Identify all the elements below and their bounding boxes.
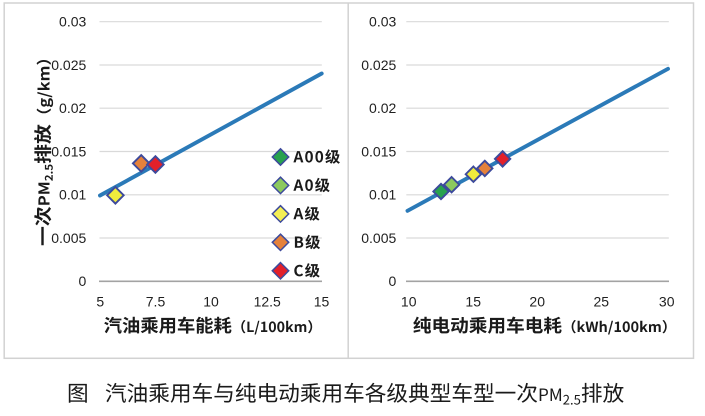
svg-text:0.01: 0.01 xyxy=(369,187,396,203)
svg-text:30: 30 xyxy=(659,294,675,310)
svg-text:20: 20 xyxy=(529,294,545,310)
svg-text:0.005: 0.005 xyxy=(361,230,396,246)
svg-text:0.02: 0.02 xyxy=(59,100,86,116)
svg-text:5: 5 xyxy=(96,294,104,310)
svg-text:25: 25 xyxy=(594,294,610,310)
svg-text:0.03: 0.03 xyxy=(59,14,86,30)
svg-text:0.025: 0.025 xyxy=(51,57,86,73)
svg-text:0.03: 0.03 xyxy=(369,14,396,30)
svg-text:10: 10 xyxy=(203,294,219,310)
svg-text:12.5: 12.5 xyxy=(254,294,281,310)
svg-text:0.015: 0.015 xyxy=(51,143,86,159)
svg-text:15: 15 xyxy=(465,294,481,310)
svg-text:0.015: 0.015 xyxy=(361,143,396,159)
svg-text:10: 10 xyxy=(401,294,417,310)
svg-text:0.02: 0.02 xyxy=(369,100,396,116)
svg-text:0.005: 0.005 xyxy=(51,230,86,246)
svg-text:0: 0 xyxy=(79,273,87,289)
svg-text:0.01: 0.01 xyxy=(59,187,86,203)
svg-text:15: 15 xyxy=(314,294,330,310)
svg-text:7.5: 7.5 xyxy=(146,294,166,310)
svg-text:0.025: 0.025 xyxy=(361,57,396,73)
svg-text:0: 0 xyxy=(389,273,397,289)
